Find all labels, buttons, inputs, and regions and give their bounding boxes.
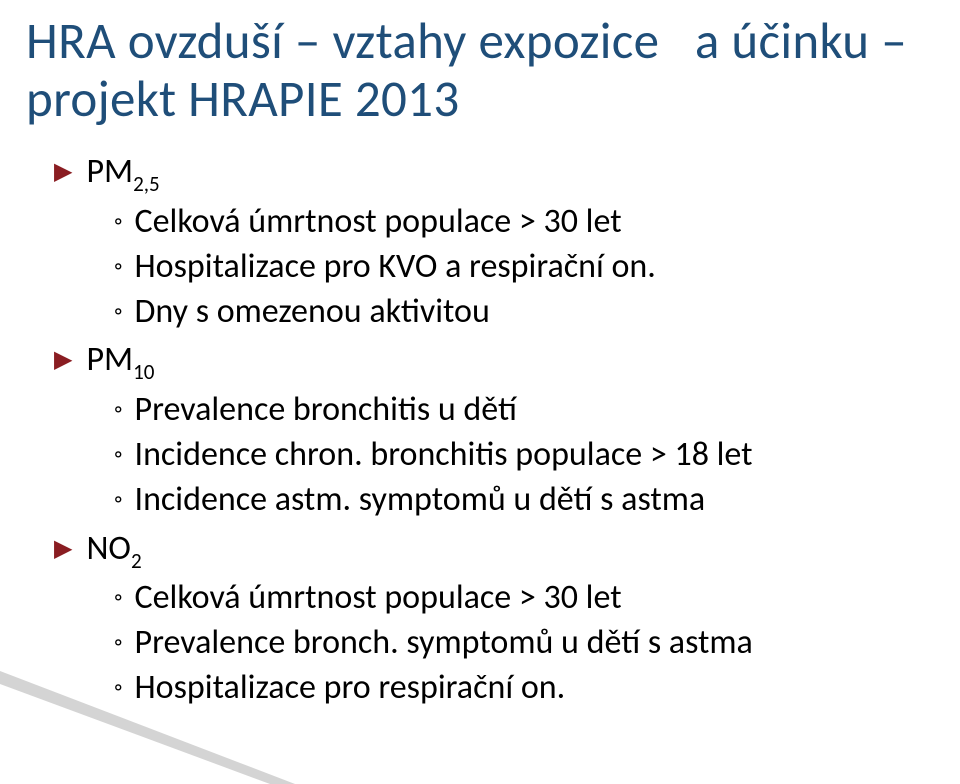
circle-icon: ◦ xyxy=(114,388,123,432)
triangle-right-icon: ▶ xyxy=(54,527,72,571)
bullet-lvl2-label: Hospitalizace pro KVO a respirační on. xyxy=(135,245,656,290)
circle-icon: ◦ xyxy=(114,621,123,665)
bullet-lvl2-label: Incidence chron. bronchitis populace > 1… xyxy=(135,433,753,478)
bullet-lvl2: ◦ Celková úmrtnost populace > 30 let xyxy=(114,576,950,621)
bullet-lvl2: ◦ Prevalence bronch. symptomů u dětí s a… xyxy=(114,621,950,666)
circle-icon: ◦ xyxy=(114,290,123,334)
bullet-lvl2-label: Celková úmrtnost populace > 30 let xyxy=(135,576,622,621)
bullet-lvl2: ◦ Celková úmrtnost populace > 30 let xyxy=(114,200,950,245)
bullet-lvl2-label: Dny s omezenou aktivitou xyxy=(135,290,490,335)
bullet-subscript: 2,5 xyxy=(133,171,160,199)
bullet-lvl2-label: Celková úmrtnost populace > 30 let xyxy=(135,200,622,245)
bullet-lvl2: ◦ Incidence astm. symptomů u dětí s astm… xyxy=(114,478,950,523)
circle-icon: ◦ xyxy=(114,478,123,522)
bullet-lvl1: ▶ PM2,5 xyxy=(54,150,950,198)
bullet-lvl1-label: NO2 xyxy=(86,527,141,575)
bullet-subscript: 2 xyxy=(131,548,142,576)
triangle-right-icon: ▶ xyxy=(54,338,72,382)
bullet-lvl1-label: PM2,5 xyxy=(86,150,159,198)
bullet-prefix: PM xyxy=(86,151,133,192)
bullet-subscript: 10 xyxy=(133,359,154,387)
bullet-lvl2-label: Prevalence bronch. symptomů u dětí s ast… xyxy=(135,621,753,666)
slide-body: ▶ PM2,5 ◦ Celková úmrtnost populace > 30… xyxy=(54,150,950,711)
bullet-lvl2: ◦ Hospitalizace pro KVO a respirační on. xyxy=(114,245,950,290)
bullet-lvl1: ▶ PM10 xyxy=(54,338,950,386)
bullet-lvl1: ▶ NO2 xyxy=(54,527,950,575)
bullet-prefix: PM xyxy=(86,339,133,380)
circle-icon: ◦ xyxy=(114,433,123,477)
triangle-right-icon: ▶ xyxy=(54,150,72,194)
bullet-lvl2-label: Prevalence bronchitis u dětí xyxy=(135,388,517,433)
bullet-lvl2: ◦ Dny s omezenou aktivitou xyxy=(114,290,950,335)
bullet-lvl2-label: Incidence astm. symptomů u dětí s astma xyxy=(135,478,706,523)
circle-icon: ◦ xyxy=(114,576,123,620)
circle-icon: ◦ xyxy=(114,245,123,289)
bullet-prefix: NO xyxy=(86,528,130,569)
bullet-lvl2: ◦ Incidence chron. bronchitis populace >… xyxy=(114,433,950,478)
bullet-lvl2: ◦ Prevalence bronchitis u dětí xyxy=(114,388,950,433)
circle-icon: ◦ xyxy=(114,200,123,244)
slide: HRA ovzduší – vztahy expozice a účinku –… xyxy=(0,0,960,784)
decorative-triangle xyxy=(0,684,270,784)
slide-title: HRA ovzduší – vztahy expozice a účinku –… xyxy=(26,12,950,128)
bullet-lvl1-label: PM10 xyxy=(86,338,154,386)
